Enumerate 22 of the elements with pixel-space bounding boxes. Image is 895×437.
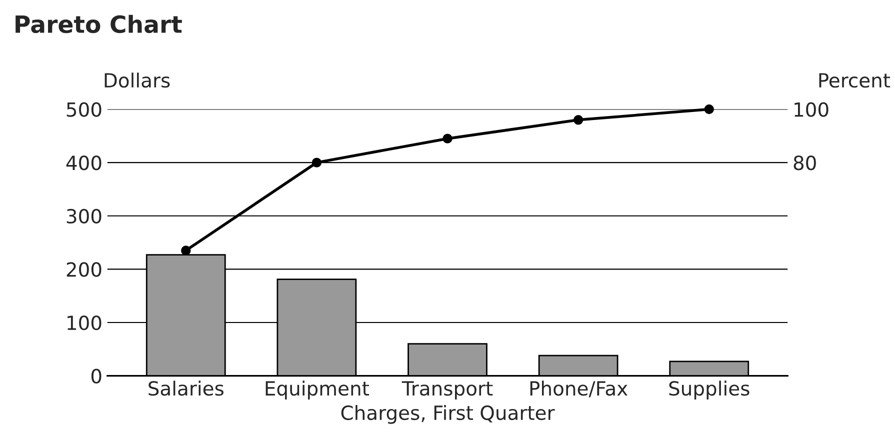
chart-title: Pareto Chart [16, 14, 182, 34]
y2-tick-label: 100 [794, 102, 828, 117]
point [573, 115, 584, 125]
y2-tick-label: 80 [794, 156, 816, 170]
point [181, 246, 191, 256]
x-tick-label: Equipment [266, 380, 369, 400]
y-tick-label: 400 [66, 156, 102, 170]
x-axis-title: Charges, First Quarter [341, 405, 555, 424]
x-tick-label: Transport [402, 381, 493, 400]
y-tick-label: 500 [66, 102, 102, 117]
x-tick-label: Phone/Fax [530, 380, 628, 398]
y-tick-label: 300 [66, 208, 102, 224]
y-tick-label: 100 [68, 315, 102, 330]
y2-axis-title: Percent [819, 73, 890, 88]
point [704, 104, 714, 114]
point [442, 134, 452, 144]
x-tick-label: Supplies [669, 380, 750, 400]
y-tick-label: 0 [91, 368, 102, 384]
point [312, 158, 322, 168]
y-axis-title: Dollars [104, 72, 170, 88]
y-tick-label: 200 [66, 262, 102, 277]
x-tick-label: Salaries [148, 380, 224, 396]
